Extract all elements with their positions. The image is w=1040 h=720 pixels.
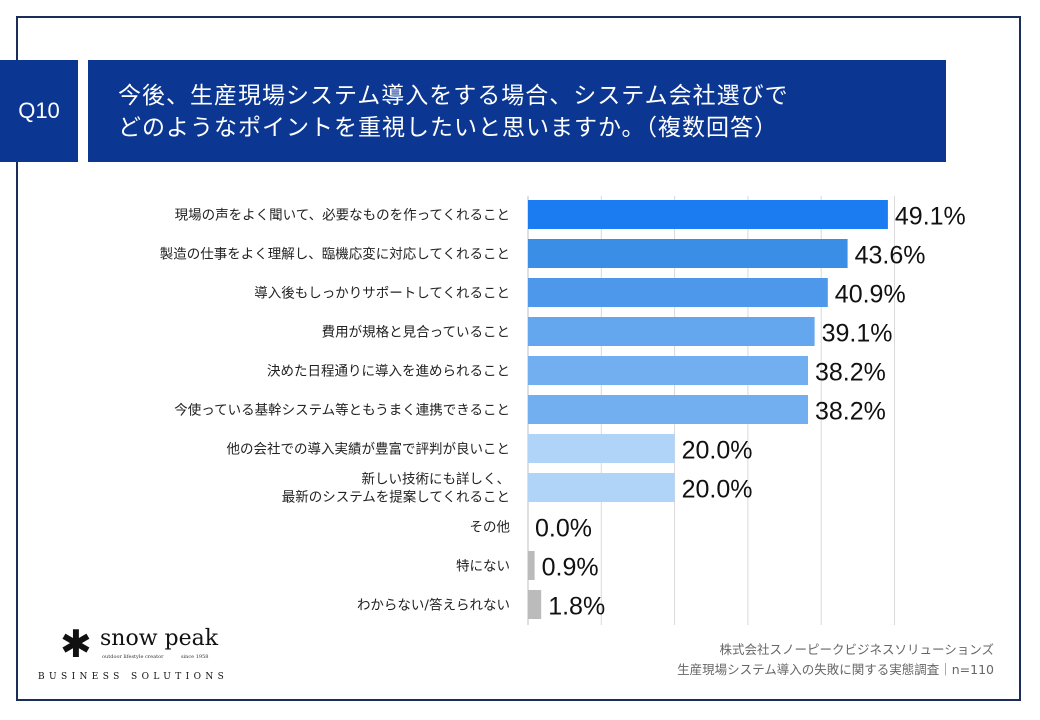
bar xyxy=(528,239,848,268)
category-label: 製造の仕事をよく理解し、臨機応変に対応してくれること xyxy=(160,246,510,263)
question-title-line1: 今後、生産現場システム導入をする場合、システム会社選びで xyxy=(118,83,789,109)
value-label: 49.1% xyxy=(895,203,966,231)
value-label: 39.1% xyxy=(822,320,893,348)
category-label: その他 xyxy=(470,520,511,536)
source-line1: 株式会社スノーピークビジネスソリューションズ xyxy=(719,642,994,657)
value-label: 0.0% xyxy=(535,515,592,543)
bar xyxy=(528,200,888,229)
category-label: 導入後もしっかりサポートしてくれること xyxy=(254,286,510,302)
source-line2: 生産現場システム導入の失敗に関する実態調査｜n=110 xyxy=(677,662,994,677)
bar xyxy=(528,317,815,346)
category-label: わからない/答えられない xyxy=(357,597,510,614)
question-number: Q10 xyxy=(18,98,60,123)
question-title-box: 今後、生産現場システム導入をする場合、システム会社選びで どのようなポイントを重… xyxy=(88,60,946,162)
logo-tagline: outdoor lifestyle creator xyxy=(102,654,164,660)
bar xyxy=(528,434,675,463)
bar xyxy=(528,590,542,619)
category-label: 他の会社での導入実績が豊富で評判が良いこと xyxy=(227,441,511,458)
value-label: 40.9% xyxy=(835,281,906,309)
value-label: 38.2% xyxy=(815,398,886,426)
value-label: 43.6% xyxy=(855,242,926,270)
category-label: 現場の声をよく聞いて、必要なものを作ってくれること xyxy=(175,208,510,224)
source-note: 株式会社スノーピークビジネスソリューションズ 生産現場システム導入の失敗に関する… xyxy=(677,640,994,680)
question-title-line2: どのようなポイントを重視したいと思いますか。（複数回答） xyxy=(118,115,779,141)
category-label: 最新のシステムを提案してくれること xyxy=(282,489,510,506)
value-label: 20.0% xyxy=(682,437,753,465)
category-label: 決めた日程通りに導入を進められること xyxy=(267,364,510,380)
value-label: 1.8% xyxy=(548,593,605,621)
category-label: 特にない xyxy=(456,559,510,575)
snowflake-icon: ✱ xyxy=(60,622,92,666)
logo-brand: snow peak xyxy=(100,626,219,651)
bar xyxy=(528,395,809,424)
question-number-badge: Q10 xyxy=(0,60,78,162)
value-label: 38.2% xyxy=(815,359,886,387)
bar xyxy=(528,551,535,580)
logo-subtitle: BUSINESS SOLUTIONS xyxy=(38,672,229,682)
value-label: 20.0% xyxy=(682,476,753,504)
value-label: 0.9% xyxy=(542,554,599,582)
bar xyxy=(528,473,675,502)
bar xyxy=(528,278,828,307)
bar xyxy=(528,356,809,385)
category-label: 費用が規格と見合っていること xyxy=(322,325,510,341)
logo-since: since 1958 xyxy=(181,654,209,660)
category-label: 今使っている基幹システム等ともうまく連携できること xyxy=(174,402,510,419)
frame-border xyxy=(16,16,1021,701)
category-label: 新しい技術にも詳しく、 xyxy=(362,472,511,488)
